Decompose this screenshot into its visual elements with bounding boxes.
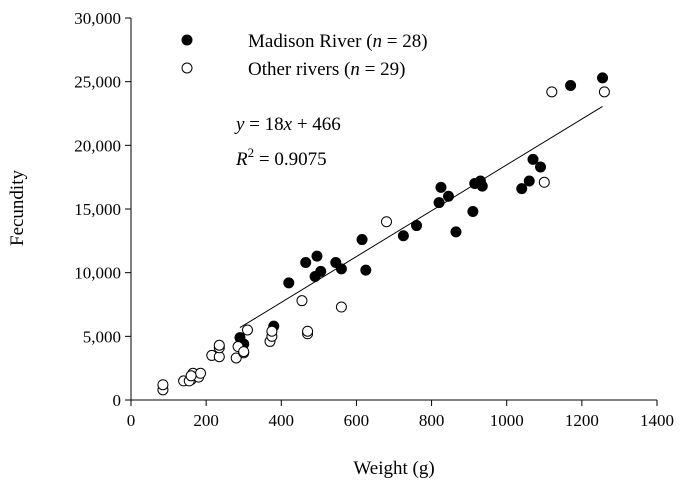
- other-rivers-point: [335, 301, 347, 313]
- madison-point: [442, 190, 454, 202]
- other-rivers-point: [296, 295, 308, 307]
- legend: Madison River (n = 28) Other rivers (n =…: [181, 31, 428, 80]
- x-axis-title: Weight (g): [353, 458, 434, 479]
- madison-point: [467, 206, 479, 218]
- legend-label-other: Other rivers (n = 29): [248, 59, 405, 80]
- r-squared: R2 = 0.9075: [235, 145, 327, 170]
- x-tick-label: 600: [344, 411, 370, 430]
- y-tick-label: 0: [113, 391, 122, 410]
- madison-point: [523, 175, 535, 187]
- other-rivers-point: [230, 352, 242, 364]
- other-rivers-point: [380, 216, 392, 228]
- y-tick-label: 20,000: [74, 136, 121, 155]
- madison-point: [397, 230, 409, 242]
- other-rivers-point: [157, 379, 169, 391]
- y-tick-label: 5,000: [83, 327, 121, 346]
- x-tick-label: 400: [269, 411, 295, 430]
- other-rivers-point: [266, 325, 278, 337]
- regression-annotation: y = 18x + 466 R2 = 0.9075: [234, 114, 341, 170]
- x-tick-label: 1000: [490, 411, 524, 430]
- other-rivers-point: [238, 346, 250, 358]
- madison-point: [360, 264, 372, 276]
- regression-line: [239, 105, 603, 329]
- madison-point: [433, 197, 445, 209]
- other-rivers-point: [213, 339, 225, 351]
- data-marks: [157, 72, 610, 396]
- madison-point: [535, 161, 547, 173]
- other-rivers-point: [538, 176, 550, 188]
- madison-point: [356, 234, 368, 246]
- y-tick-label: 10,000: [74, 264, 121, 283]
- madison-point: [283, 277, 295, 289]
- y-tick-label: 25,000: [74, 73, 121, 92]
- regression-equation: y = 18x + 466: [234, 114, 341, 135]
- y-tick-label: 15,000: [74, 200, 121, 219]
- x-tick-label: 1200: [565, 411, 599, 430]
- other-rivers-point: [598, 86, 610, 98]
- madison-point: [565, 79, 577, 91]
- x-tick-label: 1400: [640, 411, 674, 430]
- madison-point: [411, 220, 423, 232]
- madison-point: [315, 265, 327, 277]
- madison-point: [450, 226, 462, 238]
- madison-point: [435, 181, 447, 193]
- legend-marker-madison: [181, 34, 193, 46]
- other-rivers-point: [195, 367, 207, 379]
- other-rivers-point: [302, 325, 314, 337]
- madison-point: [476, 180, 488, 192]
- other-rivers-point: [185, 370, 197, 382]
- x-tick-label: 200: [193, 411, 219, 430]
- other-rivers-point: [241, 324, 253, 336]
- madison-point: [300, 256, 312, 268]
- axes: 0 200 400 600 800 1000 1200 1400 0 5,000 10,000 15,…: [74, 9, 674, 430]
- madison-point: [597, 72, 609, 84]
- x-tick-label: 800: [419, 411, 445, 430]
- madison-point: [311, 250, 323, 262]
- madison-point: [516, 183, 528, 195]
- x-tick-label: 0: [127, 411, 136, 430]
- madison-point: [527, 153, 539, 165]
- y-axis-title: Fecundity: [7, 170, 28, 246]
- other-rivers-point: [546, 86, 558, 98]
- legend-label-madison: Madison River (n = 28): [248, 31, 428, 52]
- legend-marker-other: [181, 62, 193, 74]
- y-tick-label: 30,000: [74, 9, 121, 28]
- madison-point: [335, 263, 347, 275]
